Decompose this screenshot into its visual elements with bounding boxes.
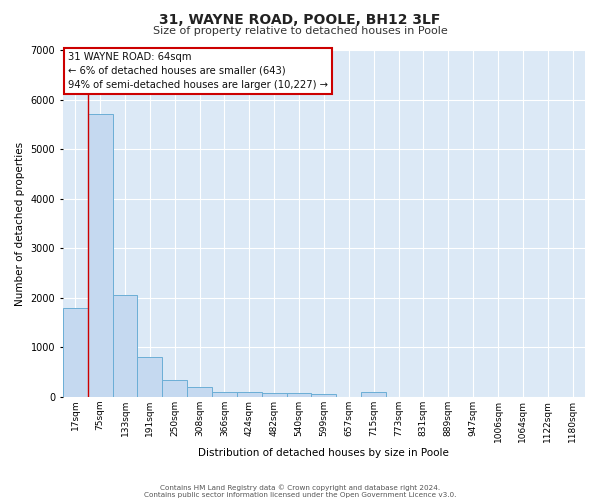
Text: Size of property relative to detached houses in Poole: Size of property relative to detached ho… xyxy=(152,26,448,36)
Bar xyxy=(63,308,88,397)
Bar xyxy=(237,392,262,397)
Text: Contains HM Land Registry data © Crown copyright and database right 2024.: Contains HM Land Registry data © Crown c… xyxy=(160,484,440,491)
Bar xyxy=(187,387,212,397)
Bar xyxy=(113,296,137,397)
Text: Contains public sector information licensed under the Open Government Licence v3: Contains public sector information licen… xyxy=(144,492,456,498)
Bar xyxy=(287,394,311,397)
Bar xyxy=(88,114,113,397)
Bar xyxy=(212,392,237,397)
X-axis label: Distribution of detached houses by size in Poole: Distribution of detached houses by size … xyxy=(199,448,449,458)
Bar xyxy=(262,393,287,397)
Bar xyxy=(162,380,187,397)
Bar xyxy=(311,394,337,397)
Bar xyxy=(137,358,162,397)
Bar xyxy=(361,392,386,397)
Y-axis label: Number of detached properties: Number of detached properties xyxy=(15,142,25,306)
Text: 31, WAYNE ROAD, POOLE, BH12 3LF: 31, WAYNE ROAD, POOLE, BH12 3LF xyxy=(160,12,440,26)
Text: 31 WAYNE ROAD: 64sqm
← 6% of detached houses are smaller (643)
94% of semi-detac: 31 WAYNE ROAD: 64sqm ← 6% of detached ho… xyxy=(68,52,328,90)
